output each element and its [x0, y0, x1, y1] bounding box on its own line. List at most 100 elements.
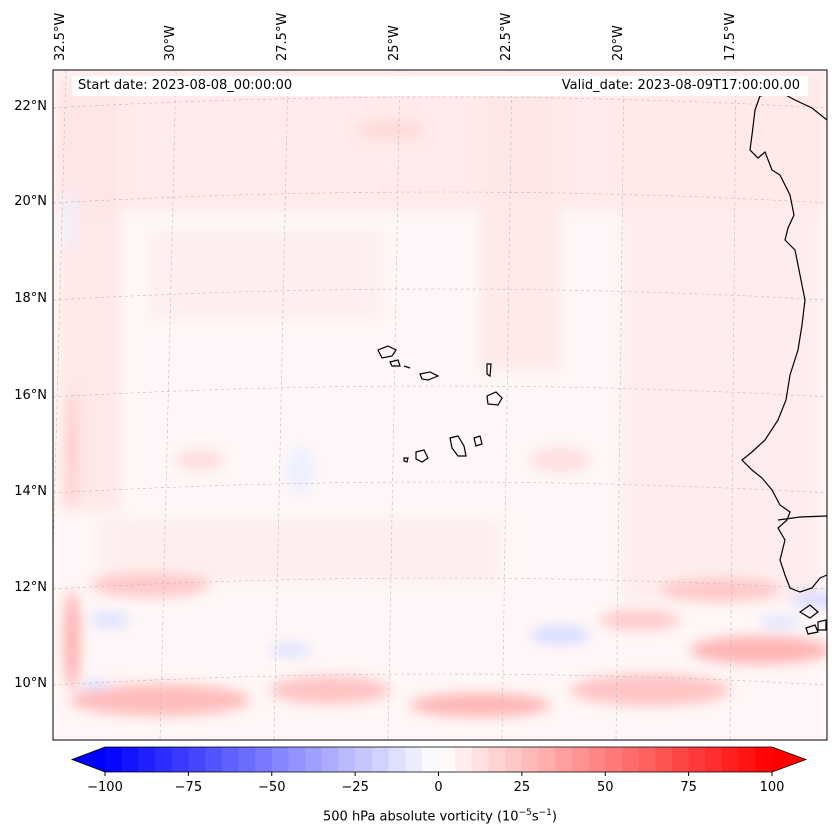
sao-nicolau: [419, 371, 440, 381]
colorbar-segment: [355, 747, 373, 772]
colorbar-segment: [105, 747, 123, 772]
vorticity-field: [53, 70, 827, 740]
colorbar-segment: [488, 747, 506, 772]
start-date: Start date: 2023-08-08_00:00:00: [78, 78, 293, 93]
parallel-line: [53, 288, 827, 301]
colorbar-tick-label: 50: [596, 780, 614, 795]
map-frame: [52, 69, 828, 741]
colorbar-segment: [305, 747, 323, 772]
colorbar-segment: [138, 747, 156, 772]
latitude-label: 16°N: [14, 388, 47, 403]
colorbar-segment: [721, 747, 740, 772]
longitude-label: 25°W: [387, 25, 402, 61]
colorbar-segment: [255, 747, 273, 772]
longitude-label: 20°W: [611, 25, 626, 61]
meridian-line: [501, 70, 513, 740]
santiago: [449, 435, 467, 457]
units-base: (10: [496, 809, 519, 825]
longitude-label: 32.5°W: [53, 12, 68, 61]
latitude-label: 14°N: [14, 484, 47, 499]
colorbar-segment: [238, 747, 256, 772]
parallel-line: [53, 481, 827, 494]
colorbar-segment: [155, 747, 173, 772]
longitude-label: 30°W: [163, 25, 178, 61]
longitude-label: 17.5°W: [723, 12, 738, 61]
variable-name: 500 hPa absolute vorticity: [323, 809, 493, 825]
sal: [486, 363, 492, 378]
parallel-line: [53, 191, 827, 204]
colorbar-segment: [705, 747, 723, 772]
units-exp1: −5: [518, 808, 532, 818]
colorbar-segment: [538, 747, 556, 772]
colorbar-segment: [521, 747, 540, 772]
colorbar-segment: [755, 747, 773, 772]
colorbar-tick-label: −50: [258, 780, 286, 795]
colorbar-segment: [338, 747, 356, 772]
colorbar-segment: [621, 747, 640, 772]
colorbar-tick-label: 75: [680, 780, 697, 795]
colorbar-tick-label: −25: [341, 780, 369, 795]
meridian-line: [273, 70, 289, 740]
colorbar-segment: [321, 747, 339, 772]
colorbar-segment: [121, 747, 139, 772]
colorbar-segment: [738, 747, 756, 772]
colorbar-tick-label: 100: [759, 780, 785, 795]
colorbar-segment: [405, 747, 423, 772]
parallel-line: [53, 385, 827, 398]
colorbar-segment: [221, 747, 239, 772]
colorbar-segment: [455, 747, 473, 772]
colorbar-segment: [638, 747, 656, 772]
colorbar-segment: [371, 747, 389, 772]
colorbar-label: 500 hPa absolute vorticity (10−5s−1): [0, 808, 837, 824]
colorbar-segment: [288, 747, 306, 772]
colorbar-segment: [471, 747, 490, 772]
colorbar-tick-label: −75: [174, 780, 203, 795]
colorbar-segment: [271, 747, 289, 772]
santa-luzia: [403, 365, 411, 369]
colorbar-tick-label: −100: [87, 780, 123, 795]
latitude-label: 12°N: [14, 580, 47, 595]
colorbar-tick-label: 25: [513, 780, 531, 795]
colorbar-segment: [671, 747, 690, 772]
latitude-label: 18°N: [14, 291, 47, 306]
colorbar-segment: [388, 747, 406, 772]
colorbar-segment: [605, 747, 623, 772]
units-close: ): [551, 809, 557, 825]
meridian-line: [387, 70, 401, 740]
units-exp2: −1: [538, 808, 552, 818]
santo-antao: [377, 345, 397, 359]
colorbar-segment: [655, 747, 673, 772]
meridian-line: [615, 70, 625, 740]
colorbar-segment: [505, 747, 523, 772]
latitude-label: 10°N: [14, 676, 47, 691]
meridian-line: [729, 70, 737, 740]
colorbar-segment: [188, 747, 206, 772]
longitude-label: 27.5°W: [275, 12, 290, 61]
boa-vista: [486, 391, 503, 406]
fogo: [415, 449, 429, 463]
meridian-line: [159, 70, 177, 740]
latitude-label: 20°N: [14, 194, 47, 209]
longitude-label: 22.5°W: [499, 12, 514, 61]
colorbar-segment: [571, 747, 590, 772]
coastlines: [377, 91, 827, 635]
colorbar-extend-max: [772, 747, 806, 772]
bijagos-islands: [798, 604, 827, 635]
graticule: [53, 70, 827, 740]
date-header: Start date: 2023-08-08_00:00:00 Valid_da…: [72, 76, 808, 96]
colorbar-segment: [588, 747, 606, 772]
colorbar-segment: [171, 747, 189, 772]
colorbar-tick-label: 0: [434, 780, 443, 795]
colorbar-segment: [688, 747, 706, 772]
valid-date: Valid_date: 2023-08-09T17:00:00.00: [561, 78, 800, 93]
colorbar-segment: [205, 747, 223, 772]
latitude-label: 22°N: [14, 99, 47, 114]
colorbar-segment: [555, 747, 573, 772]
brava: [403, 457, 409, 463]
sao-vicente: [389, 359, 401, 367]
colorbar-extend-min: [72, 747, 105, 772]
parallel-line: [53, 673, 827, 686]
parallel-line: [53, 96, 827, 109]
colorbar-segment: [438, 747, 456, 772]
